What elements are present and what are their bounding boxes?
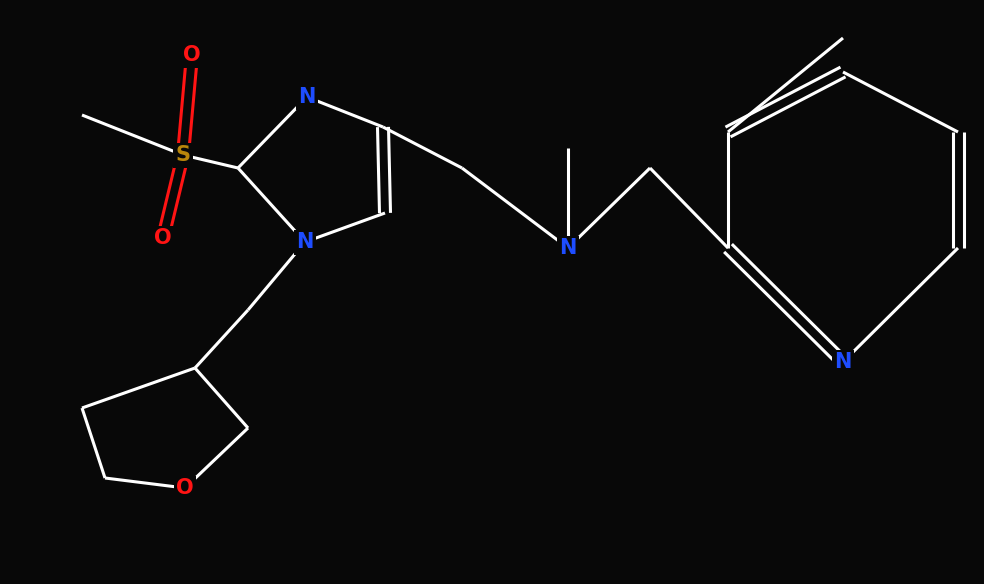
- Text: O: O: [154, 228, 172, 248]
- Text: N: N: [834, 352, 852, 372]
- Text: N: N: [296, 232, 314, 252]
- Text: O: O: [183, 45, 201, 65]
- Text: N: N: [559, 238, 577, 258]
- Text: N: N: [298, 87, 316, 107]
- Text: S: S: [175, 145, 191, 165]
- Text: O: O: [176, 478, 194, 498]
